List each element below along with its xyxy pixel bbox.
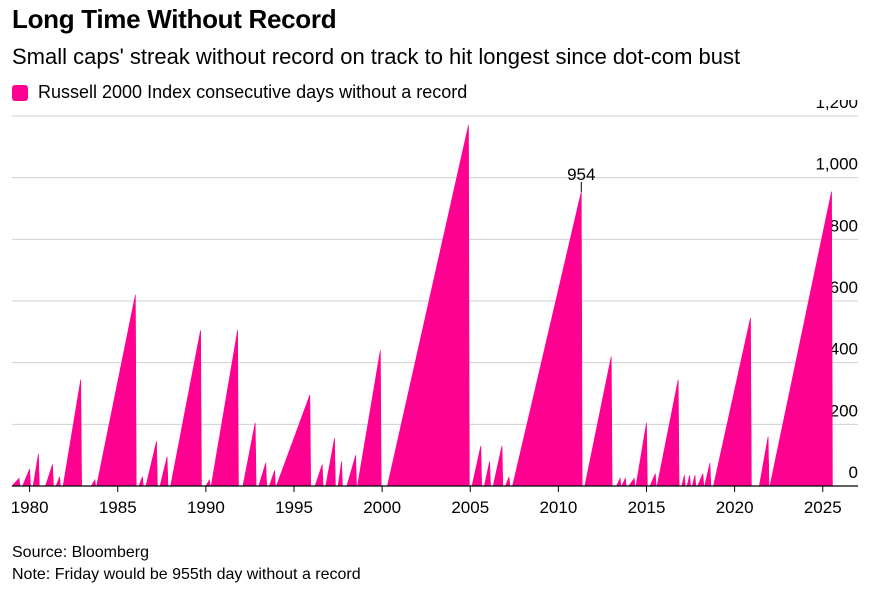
- x-tick-label: 2015: [628, 498, 666, 517]
- x-tick-label: 2025: [804, 498, 842, 517]
- y-tick-label: 0: [849, 463, 858, 482]
- y-tick-label: 400: [830, 340, 858, 359]
- y-tick-label: 1,000: [815, 155, 858, 174]
- chart-area: 0 200 400 600 800 1,000 1,200 1980 1985 1990 1995 2…: [11, 100, 858, 517]
- x-tick-label: 1995: [275, 498, 313, 517]
- y-tick-label: 600: [830, 278, 858, 297]
- series-area: [11, 125, 833, 487]
- x-tick-label: 1980: [11, 498, 49, 517]
- x-tick-label: 2000: [363, 498, 401, 517]
- y-tick-label: 800: [830, 216, 858, 235]
- y-tick-label: 1,200: [815, 100, 858, 112]
- legend-label: Russell 2000 Index consecutive days with…: [38, 82, 468, 102]
- y-tick-label: 200: [830, 401, 858, 420]
- x-tick-label: 1985: [99, 498, 137, 517]
- chart-subtitle: Small caps' streak without record on tra…: [12, 44, 741, 69]
- annotation-label: 954: [567, 165, 595, 184]
- legend-swatch: [12, 84, 28, 101]
- x-tick-label: 1990: [187, 498, 225, 517]
- x-tick-label: 2020: [716, 498, 754, 517]
- x-tick-label: 2010: [539, 498, 577, 517]
- footnote: Note: Friday would be 955th day without …: [12, 566, 361, 583]
- source-note: Source: Bloomberg: [12, 544, 149, 561]
- chart-title: Long Time Without Record: [12, 4, 337, 34]
- x-tick-label: 2005: [451, 498, 489, 517]
- legend: Russell 2000 Index consecutive days with…: [12, 82, 467, 103]
